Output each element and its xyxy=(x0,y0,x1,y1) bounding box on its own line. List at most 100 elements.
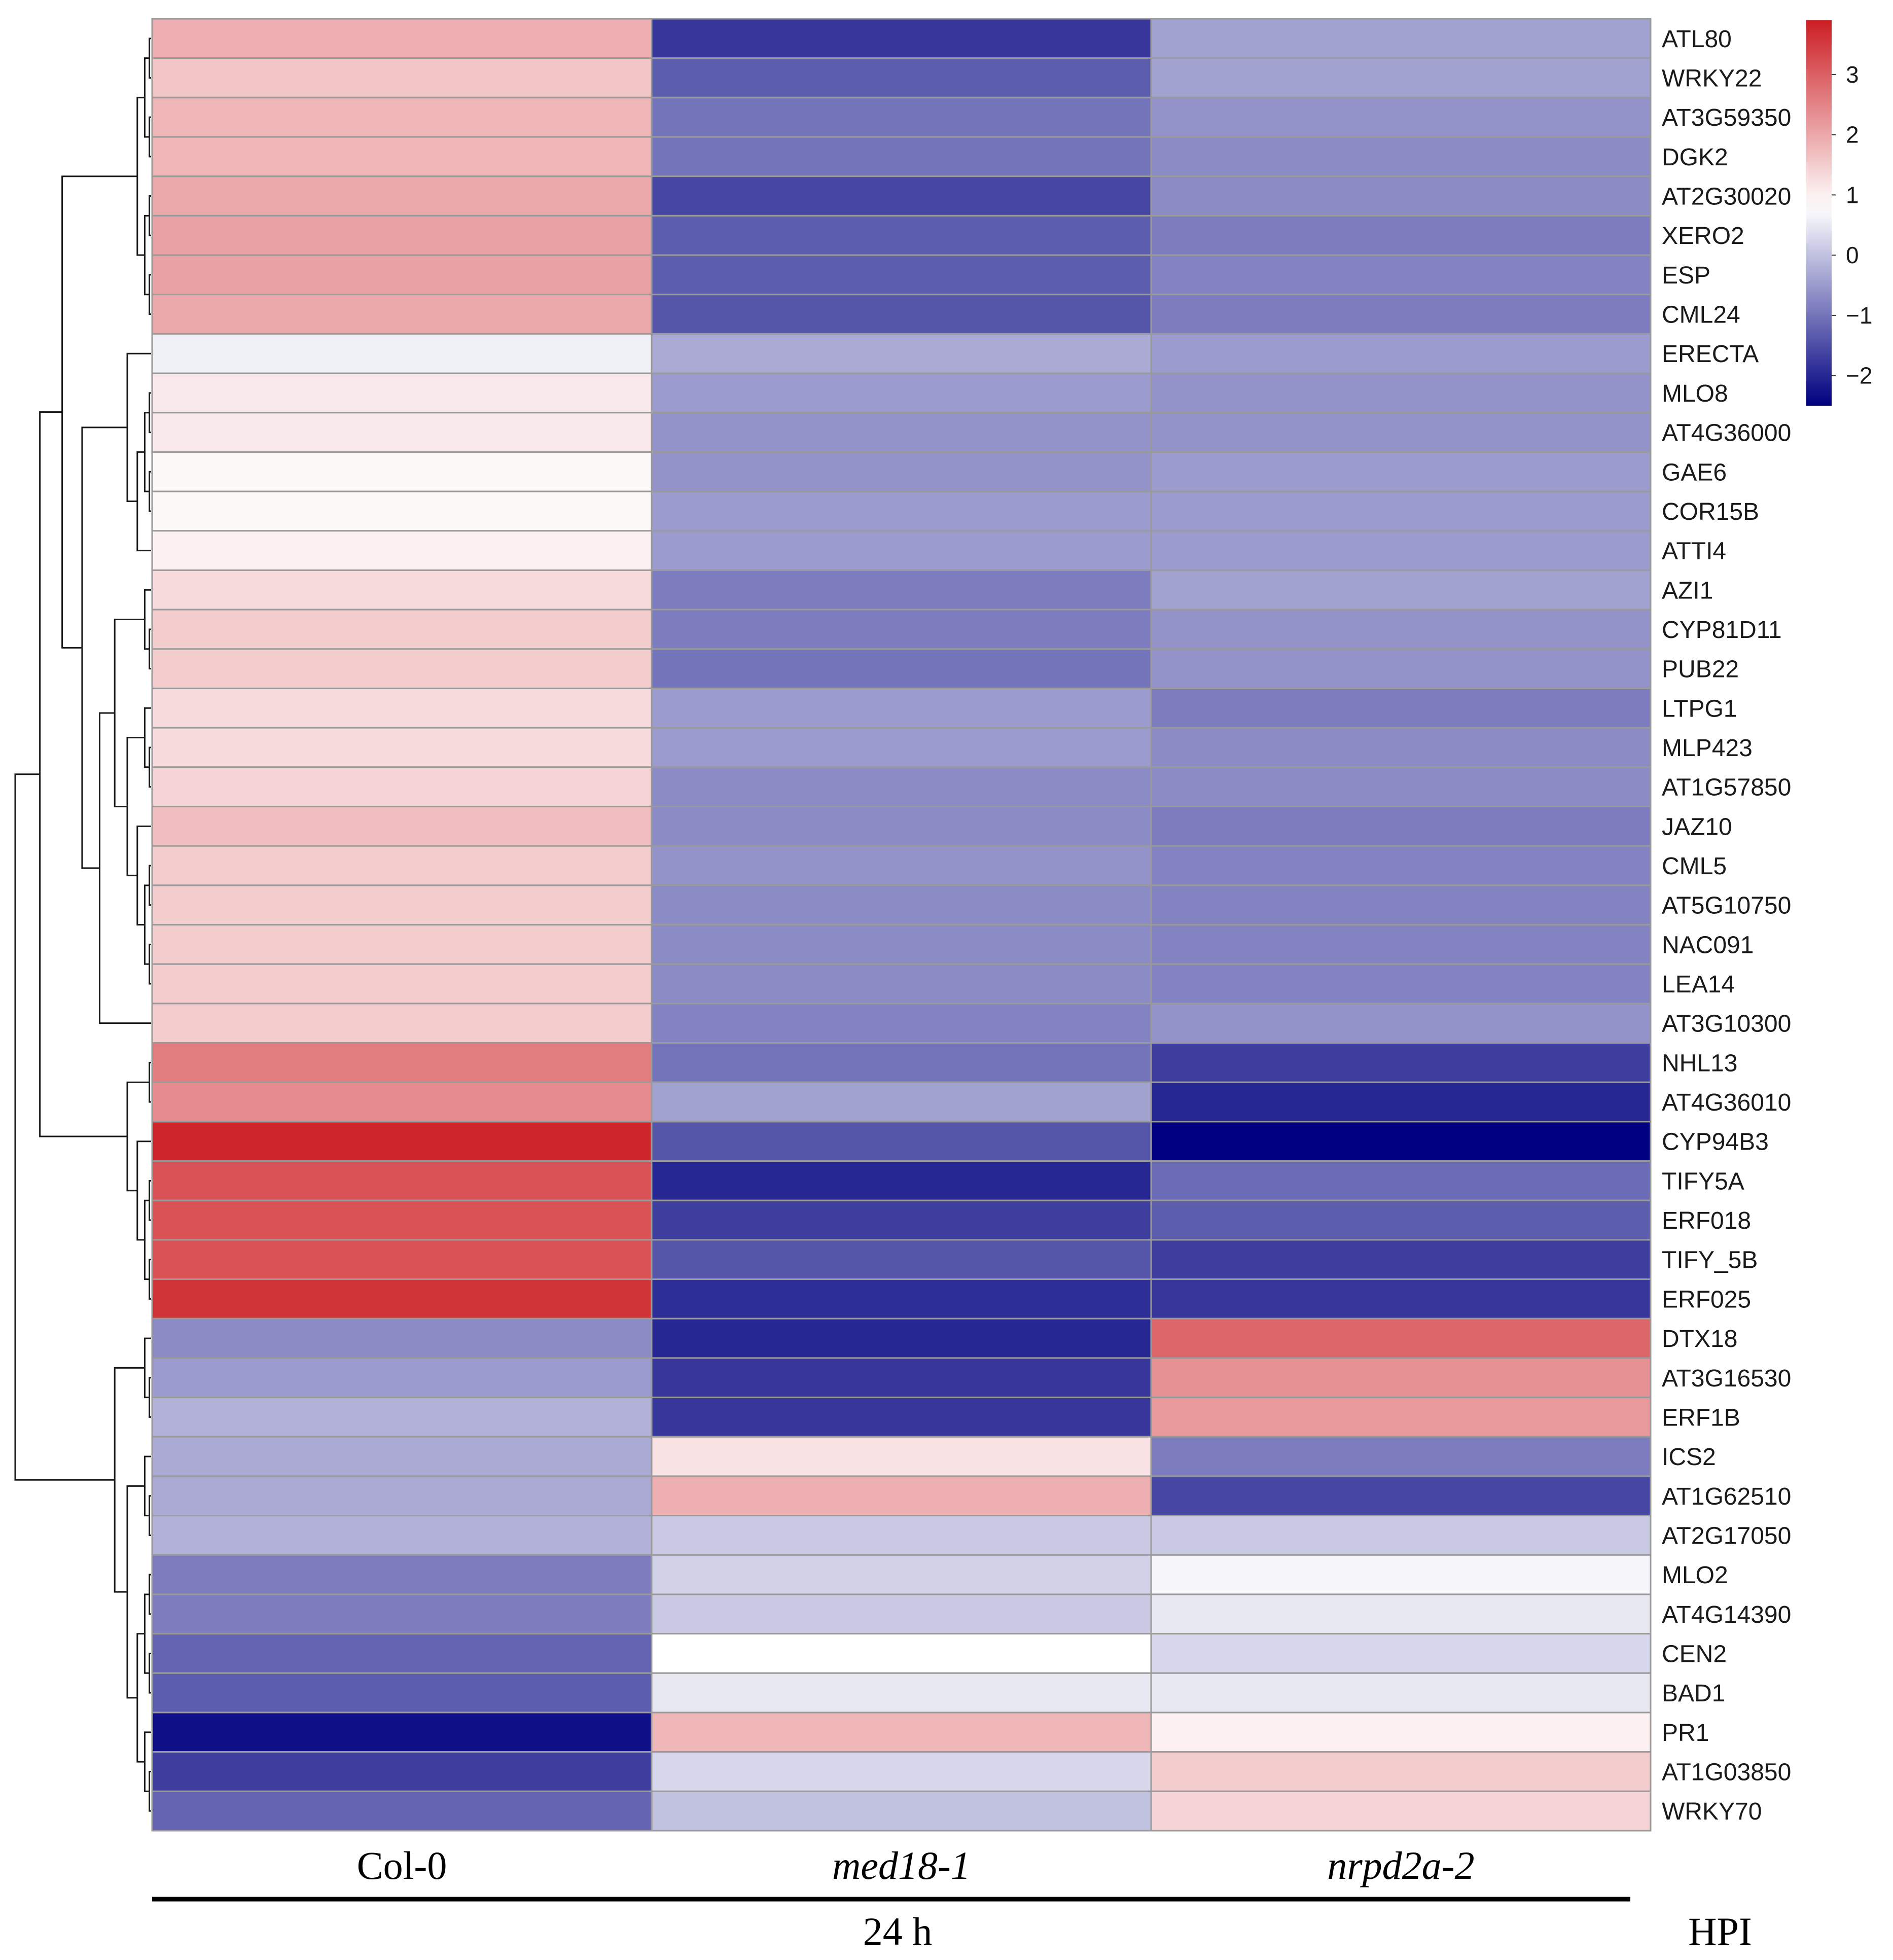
heatmap-cell xyxy=(651,1554,1152,1595)
legend-tick-label: −1 xyxy=(1846,302,1872,329)
dendrogram-branch xyxy=(149,1061,151,1103)
gene-label: AT3G16530 xyxy=(1662,1365,1791,1392)
heatmap-cell xyxy=(151,136,653,177)
dendrogram-branch xyxy=(98,712,151,1024)
heatmap-cell xyxy=(651,333,1152,374)
dendrogram-branch xyxy=(149,274,151,315)
heatmap-cell xyxy=(651,254,1152,296)
heatmap-cell xyxy=(651,727,1152,768)
gene-label: CML5 xyxy=(1662,853,1727,880)
gene-label: ESP xyxy=(1662,262,1710,289)
gene-label: GAE6 xyxy=(1662,459,1727,486)
heatmap-cell xyxy=(1150,1515,1652,1556)
gene-label: AT2G17050 xyxy=(1662,1522,1791,1549)
heatmap-cell xyxy=(1150,1278,1652,1320)
heatmap-cell xyxy=(151,569,653,611)
heatmap-cell xyxy=(1150,1003,1652,1044)
heatmap-cell xyxy=(151,924,653,965)
heatmap-cell xyxy=(651,451,1152,492)
heatmap-cell xyxy=(651,57,1152,98)
gene-label: PR1 xyxy=(1662,1720,1709,1747)
dendrogram-branch xyxy=(149,746,151,788)
heatmap-cell xyxy=(151,57,653,98)
color-legend: 3 2 1 0 −1 −2 xyxy=(1806,20,1872,406)
heatmap-cell xyxy=(651,687,1152,729)
heatmap-cell xyxy=(1150,963,1652,1005)
heatmap-cell xyxy=(1150,609,1652,650)
heatmap-cells xyxy=(151,18,1652,1832)
dendrogram-branch xyxy=(149,1259,151,1300)
heatmap-cell xyxy=(151,1712,653,1753)
gene-label: LTPG1 xyxy=(1662,695,1737,722)
heatmap-cell xyxy=(651,569,1152,611)
heatmap-cell xyxy=(651,412,1152,453)
heatmap-cell xyxy=(1150,1672,1652,1714)
dendrogram-branch xyxy=(136,1141,151,1241)
heatmap-cell xyxy=(1150,372,1652,414)
heatmap-cell xyxy=(151,1042,653,1083)
heatmap-cell xyxy=(1150,175,1652,217)
heatmap-cell xyxy=(651,136,1152,177)
dendrogram-branch xyxy=(14,773,115,1481)
dendrogram-branch xyxy=(81,426,128,869)
heatmap-cell xyxy=(151,884,653,925)
heatmap-cell xyxy=(1150,687,1652,729)
heatmap-cell xyxy=(651,215,1152,256)
heatmap-cell xyxy=(151,1239,653,1280)
heatmap-cell xyxy=(651,1042,1152,1083)
heatmap-cell xyxy=(1150,1554,1652,1595)
gene-label: AT3G10300 xyxy=(1662,1011,1791,1038)
heatmap-cell xyxy=(1150,1357,1652,1399)
dendrogram-branch xyxy=(126,352,151,503)
heatmap-cell xyxy=(651,96,1152,138)
gene-label: BAD1 xyxy=(1662,1680,1725,1707)
heatmap-cell xyxy=(651,1790,1152,1832)
heatmap-cell xyxy=(1150,1475,1652,1517)
heatmap-cell xyxy=(1150,805,1652,847)
heatmap-cell xyxy=(1150,1397,1652,1438)
heatmap-cell xyxy=(151,845,653,886)
heatmap-cell xyxy=(1150,1042,1652,1083)
legend-colorbar xyxy=(1806,20,1832,406)
legend-tick-label: 1 xyxy=(1846,182,1859,208)
heatmap-cell xyxy=(1150,18,1652,59)
dendrogram-branch xyxy=(136,1633,145,1763)
gene-label: CEN2 xyxy=(1662,1641,1727,1667)
heatmap-cell xyxy=(1150,1751,1652,1792)
heatmap-cell xyxy=(1150,569,1652,611)
gene-label: PUB22 xyxy=(1662,656,1739,683)
heatmap-cell xyxy=(651,1436,1152,1477)
heatmap-cell xyxy=(151,1397,653,1438)
heatmap-cell xyxy=(1150,1199,1652,1241)
heatmap-cell xyxy=(651,1199,1152,1241)
heatmap-cell xyxy=(651,294,1152,335)
dendrogram-branch xyxy=(149,1574,151,1615)
heatmap-cell xyxy=(151,333,653,374)
heatmap-cell xyxy=(151,215,653,256)
heatmap-cell xyxy=(651,1278,1152,1320)
heatmap-cell xyxy=(151,1515,653,1556)
gene-label: AT1G03850 xyxy=(1662,1759,1791,1786)
gene-label: ERF018 xyxy=(1662,1207,1751,1234)
heatmap-cell xyxy=(1150,884,1652,925)
heatmap-cell xyxy=(151,1003,653,1044)
gene-label: ATTI4 xyxy=(1662,538,1726,565)
heatmap-cell xyxy=(151,1436,653,1477)
heatmap-cell xyxy=(151,648,653,689)
heatmap-cell xyxy=(651,924,1152,965)
heatmap-cell xyxy=(1150,294,1652,335)
heatmap-cell xyxy=(651,884,1152,925)
gene-label: NAC091 xyxy=(1662,932,1754,958)
heatmap-cell xyxy=(151,96,653,138)
heatmap-cell xyxy=(1150,57,1652,98)
gene-label: COR15B xyxy=(1662,498,1759,525)
heatmap-cell xyxy=(651,1160,1152,1201)
heatmap-cell xyxy=(151,530,653,571)
heatmap-cell xyxy=(651,1081,1152,1123)
heatmap-cell xyxy=(1150,845,1652,886)
gene-label: AT4G14390 xyxy=(1662,1601,1791,1628)
heatmap-cell xyxy=(1150,1317,1652,1359)
heatmap-cell xyxy=(1150,1633,1652,1674)
dendrogram-branch xyxy=(149,865,151,906)
gene-label: WRKY70 xyxy=(1662,1798,1762,1825)
